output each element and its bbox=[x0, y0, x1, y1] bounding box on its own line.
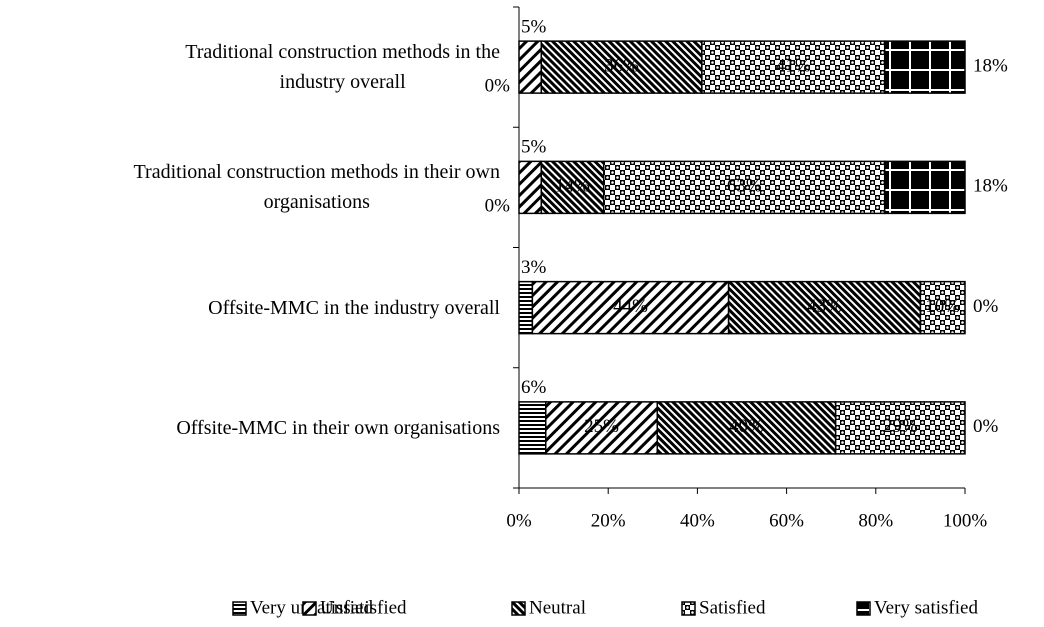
legend-label: Unsatisfied bbox=[320, 597, 407, 618]
bar-segment bbox=[701, 40, 886, 94]
category-label: Traditional construction methods in thei… bbox=[133, 161, 500, 214]
x-tick-label: 0% bbox=[506, 510, 532, 531]
legend-swatch bbox=[856, 601, 871, 616]
bar-segment bbox=[883, 160, 966, 215]
legend-swatch bbox=[511, 601, 526, 616]
data-label: 0% bbox=[485, 75, 511, 96]
data-label: 44% bbox=[613, 296, 648, 317]
data-label: 0% bbox=[973, 416, 999, 437]
data-label: 0% bbox=[973, 296, 999, 317]
bar-segment bbox=[656, 401, 837, 455]
data-label: 6% bbox=[521, 377, 547, 398]
legend-swatch bbox=[681, 601, 696, 616]
bar-segment bbox=[883, 40, 966, 94]
data-label: 25% bbox=[584, 416, 619, 437]
bar-segment bbox=[919, 280, 966, 335]
legend-swatch bbox=[302, 601, 317, 616]
category-label: Offsite-MMC in the industry overall bbox=[208, 296, 500, 319]
category-label: Offsite-MMC in their own organisations bbox=[176, 416, 500, 439]
data-label: 18% bbox=[973, 55, 1008, 76]
data-label: 18% bbox=[973, 176, 1008, 197]
data-label: 40% bbox=[729, 416, 764, 437]
category-label: Traditional construction methods in the … bbox=[185, 41, 500, 94]
legend-swatch bbox=[232, 601, 247, 616]
bar-segment bbox=[518, 40, 543, 94]
bar-segment bbox=[518, 160, 543, 215]
data-label: 63% bbox=[727, 176, 762, 197]
data-label: 5% bbox=[521, 16, 547, 37]
data-label: 3% bbox=[521, 257, 547, 278]
bar-segment bbox=[540, 160, 605, 215]
bar-segment bbox=[531, 280, 730, 335]
data-label: 41% bbox=[776, 55, 811, 76]
bar-segment bbox=[545, 401, 659, 455]
data-label: 36% bbox=[604, 55, 639, 76]
data-label: 14% bbox=[555, 176, 590, 197]
legend-label: Neutral bbox=[529, 597, 586, 618]
data-label: 43% bbox=[807, 296, 842, 317]
x-tick-label: 40% bbox=[680, 510, 715, 531]
data-label: 5% bbox=[521, 137, 547, 158]
data-label: 29% bbox=[883, 416, 918, 437]
legend-label: Satisfied bbox=[699, 597, 766, 618]
bar-segment bbox=[518, 401, 547, 455]
data-label: 10% bbox=[925, 296, 960, 317]
x-tick-label: 80% bbox=[858, 510, 893, 531]
legend-label: Very satisfied bbox=[874, 597, 978, 618]
x-tick-label: 60% bbox=[769, 510, 804, 531]
bar-segment bbox=[602, 160, 886, 215]
x-tick-label: 20% bbox=[591, 510, 626, 531]
bar-segment bbox=[834, 401, 966, 455]
x-tick-label: 100% bbox=[943, 510, 988, 531]
bar-segment bbox=[518, 280, 534, 335]
bar-segment bbox=[727, 280, 922, 335]
data-label: 0% bbox=[485, 196, 511, 217]
